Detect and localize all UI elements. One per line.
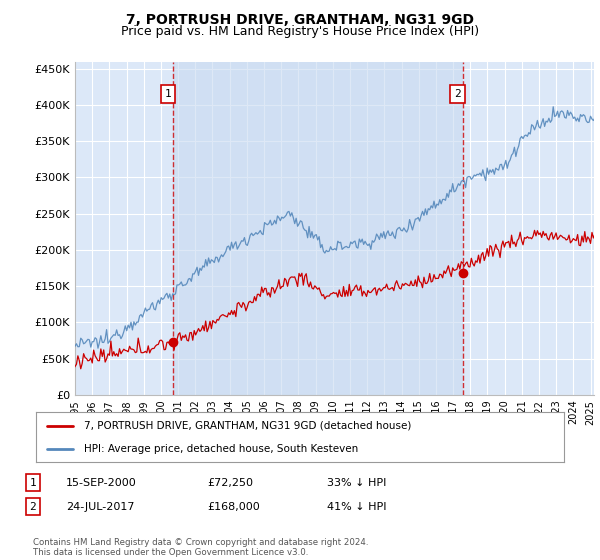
- Text: £168,000: £168,000: [207, 502, 260, 512]
- Text: 7, PORTRUSH DRIVE, GRANTHAM, NG31 9GD (detached house): 7, PORTRUSH DRIVE, GRANTHAM, NG31 9GD (d…: [83, 421, 411, 431]
- Text: 2: 2: [454, 89, 461, 99]
- Text: 1: 1: [164, 89, 172, 99]
- Text: 41% ↓ HPI: 41% ↓ HPI: [327, 502, 386, 512]
- Text: 24-JUL-2017: 24-JUL-2017: [66, 502, 134, 512]
- Text: 1: 1: [29, 478, 37, 488]
- Bar: [173, 62, 463, 395]
- Text: HPI: Average price, detached house, South Kesteven: HPI: Average price, detached house, Sout…: [83, 445, 358, 454]
- Text: 7, PORTRUSH DRIVE, GRANTHAM, NG31 9GD: 7, PORTRUSH DRIVE, GRANTHAM, NG31 9GD: [126, 13, 474, 27]
- Text: Price paid vs. HM Land Registry's House Price Index (HPI): Price paid vs. HM Land Registry's House …: [121, 25, 479, 38]
- Text: £72,250: £72,250: [207, 478, 253, 488]
- Text: 2: 2: [29, 502, 37, 512]
- Text: 15-SEP-2000: 15-SEP-2000: [66, 478, 137, 488]
- Text: Contains HM Land Registry data © Crown copyright and database right 2024.
This d: Contains HM Land Registry data © Crown c…: [33, 538, 368, 557]
- Text: 33% ↓ HPI: 33% ↓ HPI: [327, 478, 386, 488]
